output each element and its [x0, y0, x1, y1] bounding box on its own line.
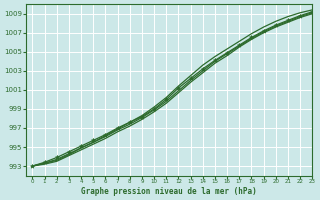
X-axis label: Graphe pression niveau de la mer (hPa): Graphe pression niveau de la mer (hPa): [82, 187, 257, 196]
